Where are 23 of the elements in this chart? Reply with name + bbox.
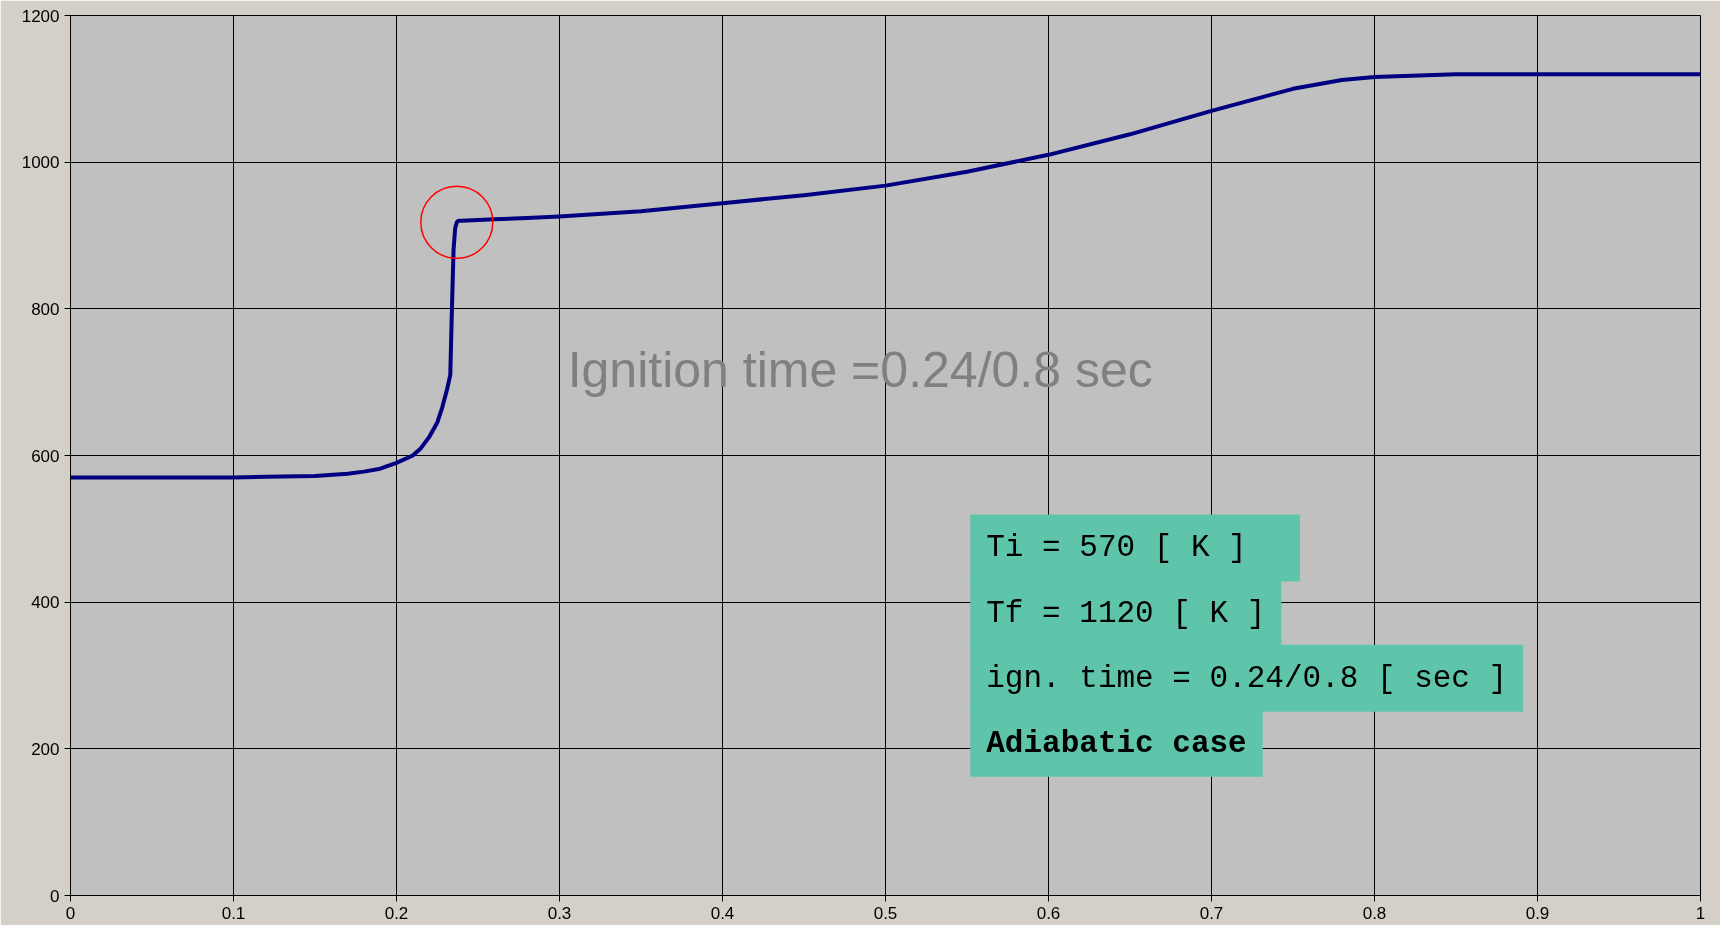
y-tick-label: 1200	[21, 6, 60, 26]
x-tick-label: 0.7	[1199, 903, 1224, 923]
x-tick-label: 0.9	[1525, 903, 1550, 923]
x-tick-label: 0.6	[1036, 903, 1061, 923]
y-tick-label: 1000	[21, 153, 60, 173]
y-tick-label: 400	[31, 593, 60, 613]
x-tick-label: 0.5	[873, 903, 898, 923]
x-tick-label: 0.2	[384, 903, 409, 923]
annotation: ign. time = 0.24/0.8 [ sec ]	[986, 660, 1508, 696]
annotation: Ti = 570 [ K ]	[986, 530, 1247, 566]
y-tick-label: 0	[50, 886, 60, 906]
annotation: Adiabatic case	[986, 725, 1247, 761]
y-tick-label: 600	[31, 446, 60, 466]
x-tick-label: 0.3	[547, 903, 572, 923]
x-tick-label: 0.1	[221, 903, 246, 923]
line-series	[70, 72, 1701, 480]
x-tick-label: 0	[65, 903, 76, 923]
y-tick-label: 200	[31, 739, 60, 759]
x-tick-label: 0.8	[1362, 903, 1387, 923]
x-tick-label: 0.4	[710, 903, 735, 923]
y-tick-label: 800	[31, 299, 60, 319]
annotation: Tf = 1120 [ K ]	[986, 595, 1266, 631]
x-tick-label: 1	[1695, 903, 1706, 923]
